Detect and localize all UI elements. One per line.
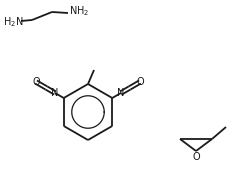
Text: N: N xyxy=(117,88,125,98)
Text: $\mathregular{H_2N}$: $\mathregular{H_2N}$ xyxy=(3,15,23,29)
Text: O: O xyxy=(136,77,144,87)
Text: O: O xyxy=(192,152,200,162)
Text: O: O xyxy=(32,77,40,87)
Text: $\mathregular{NH_2}$: $\mathregular{NH_2}$ xyxy=(69,4,89,18)
Text: N: N xyxy=(51,88,59,98)
